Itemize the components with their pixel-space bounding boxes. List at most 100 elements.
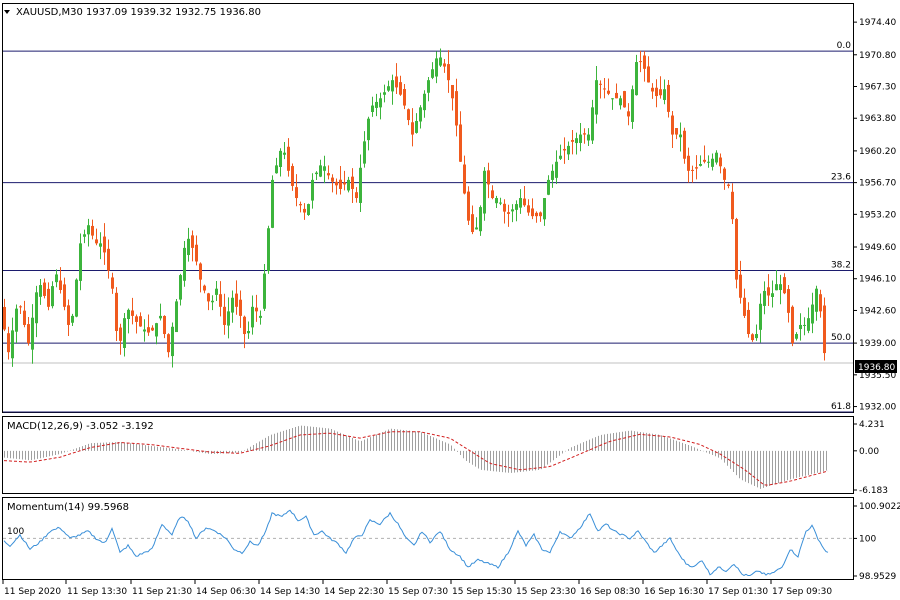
candle-body xyxy=(735,219,738,280)
candle-body xyxy=(463,164,466,194)
candle-body xyxy=(663,89,666,100)
candle-body xyxy=(139,316,142,327)
candle-body xyxy=(403,89,406,106)
candle-body xyxy=(147,327,150,333)
candle-body xyxy=(419,107,422,122)
candle-body xyxy=(559,155,562,159)
candle-body xyxy=(575,138,578,144)
candle-body xyxy=(739,274,742,298)
momentum-series xyxy=(3,509,853,576)
price-tick-label: 1949.60 xyxy=(859,243,896,253)
candle-body xyxy=(51,286,54,307)
candle-body xyxy=(95,239,98,244)
candle-body xyxy=(727,184,730,186)
fib-label: 38.2 xyxy=(831,261,851,271)
candle-body xyxy=(547,179,550,195)
fib-label: 23.6 xyxy=(831,173,851,183)
candle-body xyxy=(759,303,762,330)
candle-body xyxy=(199,263,202,280)
price-panel xyxy=(2,3,854,413)
collapse-arrow-icon[interactable] xyxy=(4,10,10,14)
candle-body xyxy=(47,288,50,307)
candle-body xyxy=(719,157,722,167)
macd-panel xyxy=(2,416,854,494)
candle-body xyxy=(71,315,74,323)
candle-body xyxy=(795,334,798,339)
candle-body xyxy=(87,225,90,235)
price-tick-label: 1946.10 xyxy=(859,275,896,285)
candle-body xyxy=(375,101,378,108)
candle-body xyxy=(647,66,650,83)
fib-label: 61.8 xyxy=(831,402,851,412)
candle-body xyxy=(163,315,166,335)
candle-body xyxy=(255,307,258,312)
candle-body xyxy=(475,227,478,230)
candle-body xyxy=(643,55,646,69)
time-tick-label: 17 Sep 01:30 xyxy=(708,587,768,597)
candle-body xyxy=(499,202,502,204)
candle-body xyxy=(27,324,30,344)
candle-body xyxy=(91,225,94,236)
candle-body xyxy=(451,84,454,99)
candle-body xyxy=(651,87,654,92)
candle-body xyxy=(283,152,286,155)
candle-body xyxy=(335,181,338,186)
price-tick-label: 1956.70 xyxy=(859,179,896,189)
candle-body xyxy=(167,334,170,353)
fib-label: 50.0 xyxy=(831,333,851,343)
candle-body xyxy=(363,141,366,164)
candle-body xyxy=(355,192,358,199)
candle-body xyxy=(551,170,554,180)
candle-body xyxy=(23,310,26,325)
current-price-marker xyxy=(855,360,897,373)
candle-body xyxy=(447,64,450,81)
time-tick-label: 11 Sep 13:30 xyxy=(67,587,127,597)
current-price-label: 1936.80 xyxy=(858,363,895,373)
candle-body xyxy=(787,289,790,313)
momentum-axis: 100.9022 100 98.9529 xyxy=(853,502,900,582)
candle-body xyxy=(343,182,346,185)
candle-body xyxy=(783,277,786,294)
candle-body xyxy=(679,134,682,138)
ohlc-values: 1937.09 1939.32 1932.75 1936.80 xyxy=(86,7,261,18)
candle-body xyxy=(671,115,674,135)
price-tick-label: 1970.80 xyxy=(859,51,896,61)
candle-body xyxy=(583,133,586,135)
candle-body xyxy=(699,164,702,166)
candle-body xyxy=(507,212,510,214)
candle-body xyxy=(303,208,306,213)
candle-body xyxy=(715,152,718,163)
candle-body xyxy=(683,130,686,159)
candle-body xyxy=(483,170,486,214)
candle-body xyxy=(811,304,814,324)
candle-body xyxy=(723,168,726,180)
candle-body xyxy=(471,214,474,233)
candle-body xyxy=(751,334,754,341)
time-tick-label: 16 Sep 08:30 xyxy=(580,587,640,597)
candle-body xyxy=(519,198,522,208)
candle-body xyxy=(107,248,110,271)
candle-body xyxy=(183,247,186,281)
candle-body xyxy=(495,198,498,204)
candle-body xyxy=(339,179,342,189)
candle-body xyxy=(459,124,462,162)
time-tick-label: 14 Sep 06:30 xyxy=(196,587,256,597)
candle-body xyxy=(675,128,678,135)
candle-body xyxy=(603,88,606,90)
price-tick-label: 1942.60 xyxy=(859,306,896,316)
candle-body xyxy=(119,327,122,341)
candle-body xyxy=(631,89,634,122)
candle-body xyxy=(159,315,162,319)
candle-body xyxy=(75,279,78,317)
candle-body xyxy=(571,140,574,142)
candle-body xyxy=(3,306,6,330)
price-tick-label: 1953.20 xyxy=(859,210,896,220)
candle-body xyxy=(611,98,614,100)
time-tick-label: 14 Sep 22:30 xyxy=(324,587,384,597)
price-tick-label: 1932.00 xyxy=(859,403,896,413)
candle-body xyxy=(155,323,158,337)
candle-body xyxy=(379,98,382,108)
candle-body xyxy=(591,107,594,141)
candle-body xyxy=(123,318,126,348)
